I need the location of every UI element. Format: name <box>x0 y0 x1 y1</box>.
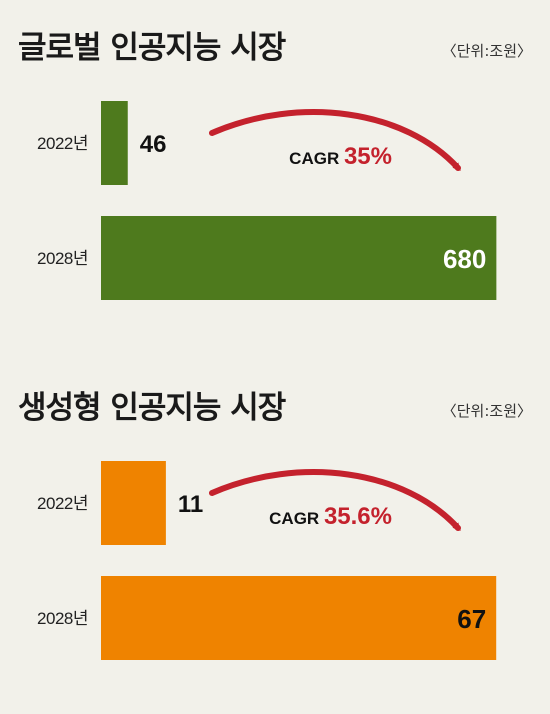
chart-title: 생성형 인공지능 시장 <box>18 390 286 426</box>
bar <box>101 576 497 660</box>
global-ai-market-chart: 2022년 46 2028년 680 CAGR 35% <box>37 101 497 300</box>
cagr-annotation: CAGR 35% <box>289 143 392 170</box>
cagr-annotation: CAGR 35.6% <box>269 503 392 530</box>
value-label: 680 <box>443 244 486 274</box>
value-label: 11 <box>178 491 203 518</box>
growth-arrow <box>209 109 461 171</box>
unit-label: 〈단위:조원〉 <box>441 402 532 420</box>
generative-ai-market-panel: 2022년 11 2028년 67 CAGR 35.6% 생성형 인공지능 시장 〈단위… <box>0 360 550 700</box>
bar <box>101 216 497 300</box>
generative-ai-market-chart: 2022년 11 2028년 67 CAGR 35.6% <box>37 461 497 660</box>
value-label: 67 <box>457 604 486 634</box>
category-label: 2022년 <box>37 494 88 513</box>
unit-label: 〈단위:조원〉 <box>441 42 532 60</box>
growth-arrow <box>209 469 461 531</box>
category-label: 2028년 <box>37 249 88 268</box>
global-ai-market-panel: 2022년 46 2028년 680 CAGR 35% 글로벌 인공지능 시장 〈단위:… <box>0 0 550 340</box>
chart-title: 글로벌 인공지능 시장 <box>18 30 286 66</box>
category-label: 2022년 <box>37 134 88 153</box>
bar <box>101 461 166 545</box>
category-label: 2028년 <box>37 609 88 628</box>
value-label: 46 <box>140 131 167 158</box>
bar <box>101 101 128 185</box>
